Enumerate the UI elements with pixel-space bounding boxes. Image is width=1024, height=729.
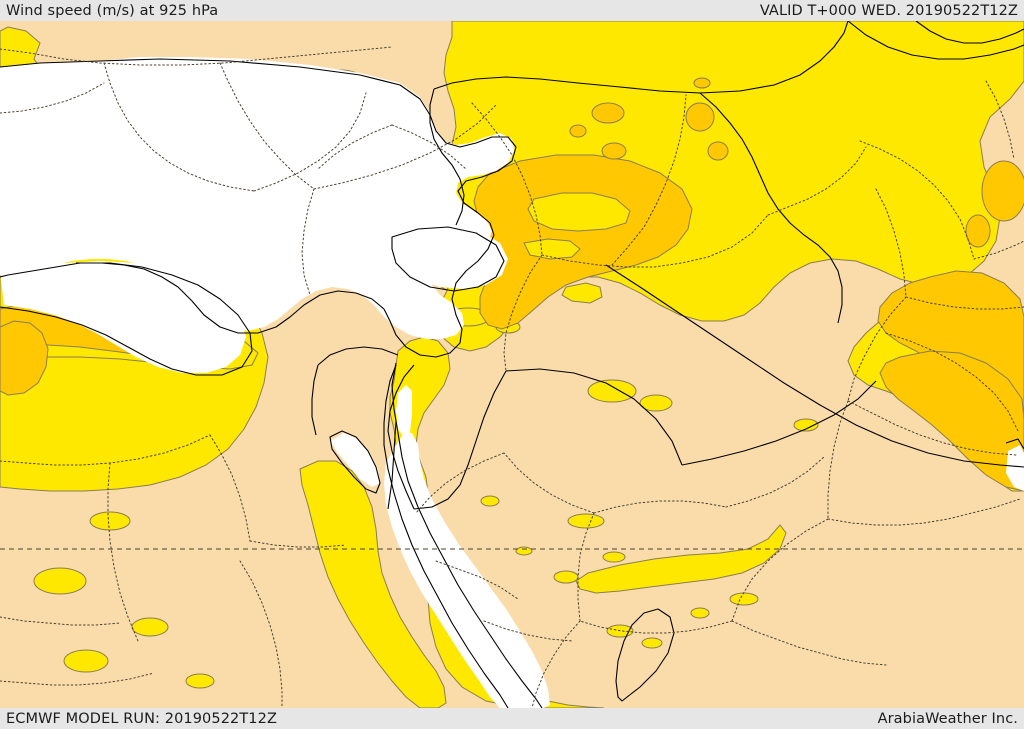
political-borders-dotted xyxy=(0,46,1024,708)
model-run-label: ECMWF MODEL RUN: 20190522T12Z xyxy=(6,710,277,727)
political-borders-solid xyxy=(311,21,1024,510)
page-title: Wind speed (m/s) at 925 hPa xyxy=(6,2,219,19)
map-canvas[interactable] xyxy=(0,21,1024,708)
valid-time-label: VALID T+000 WED. 20190522T12Z xyxy=(759,2,1018,19)
footer-bar: ECMWF MODEL RUN: 20190522T12Z ArabiaWeat… xyxy=(0,708,1024,729)
wind-speed-contour-map xyxy=(0,21,1024,708)
header-bar: Wind speed (m/s) at 925 hPa VALID T+000 … xyxy=(0,0,1024,21)
provider-label: ArabiaWeather Inc. xyxy=(877,710,1018,727)
